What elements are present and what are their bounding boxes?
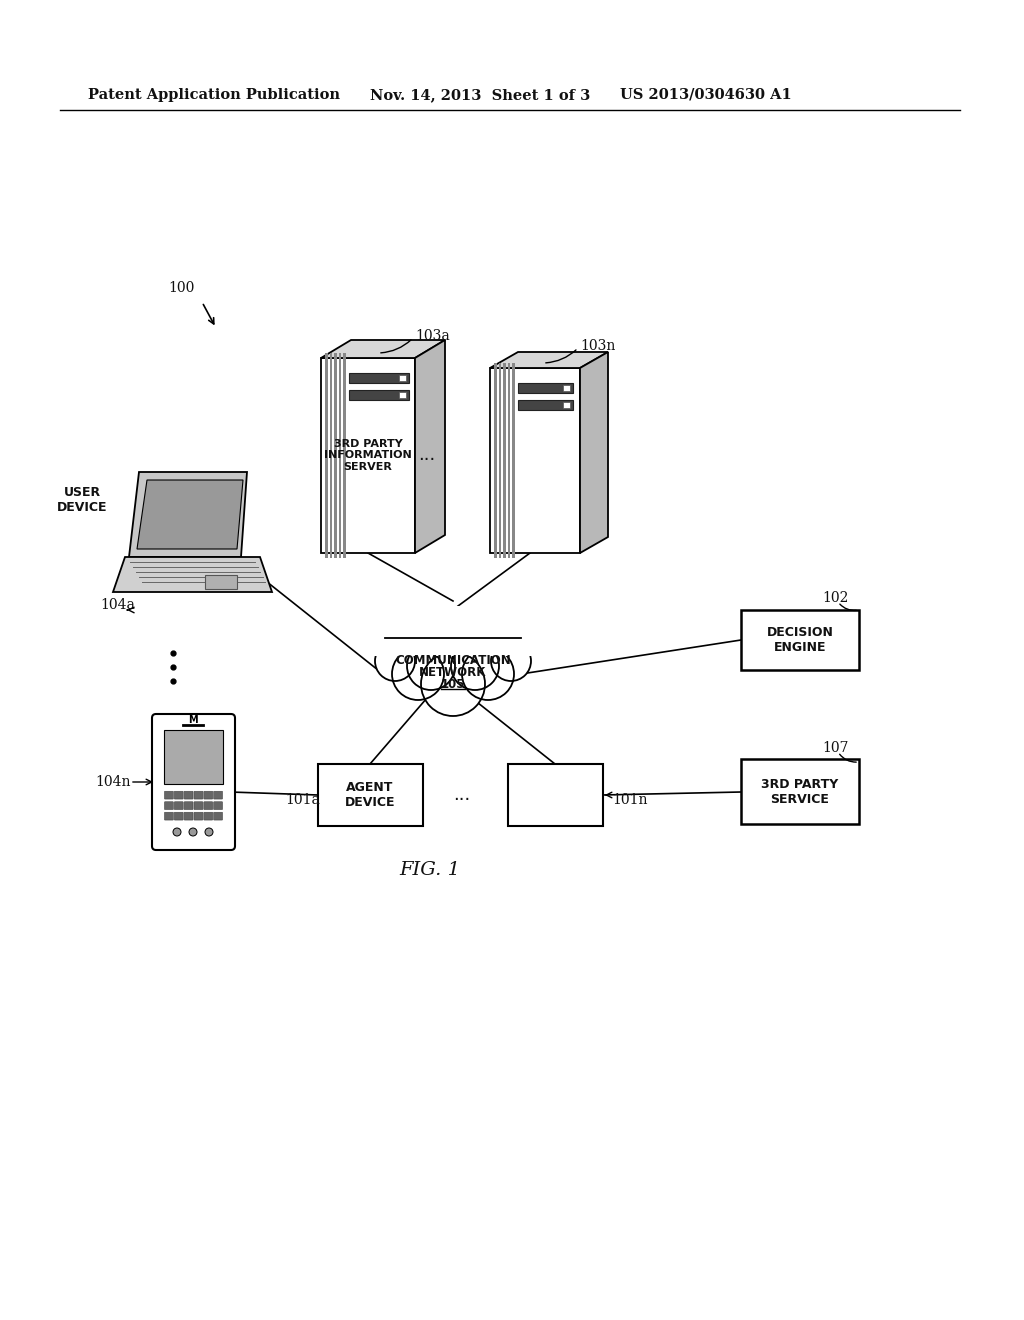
FancyBboxPatch shape: [349, 389, 409, 400]
FancyBboxPatch shape: [518, 383, 573, 393]
FancyBboxPatch shape: [165, 801, 173, 809]
Text: Patent Application Publication: Patent Application Publication: [88, 88, 340, 102]
Polygon shape: [321, 341, 445, 358]
FancyBboxPatch shape: [204, 791, 213, 799]
FancyBboxPatch shape: [563, 403, 570, 408]
FancyBboxPatch shape: [174, 801, 183, 809]
FancyBboxPatch shape: [165, 791, 173, 799]
FancyBboxPatch shape: [508, 764, 603, 826]
FancyBboxPatch shape: [563, 385, 570, 391]
Text: USER
DEVICE: USER DEVICE: [56, 486, 108, 513]
Circle shape: [189, 828, 197, 836]
Polygon shape: [137, 480, 243, 549]
FancyBboxPatch shape: [174, 791, 183, 799]
FancyBboxPatch shape: [204, 801, 213, 809]
Circle shape: [392, 648, 444, 700]
Circle shape: [451, 642, 499, 690]
Text: 103n: 103n: [580, 339, 615, 352]
FancyBboxPatch shape: [165, 812, 173, 820]
Text: AGENT
DEVICE: AGENT DEVICE: [345, 781, 395, 809]
FancyBboxPatch shape: [184, 812, 193, 820]
Polygon shape: [334, 352, 337, 558]
Polygon shape: [373, 606, 534, 656]
FancyBboxPatch shape: [399, 392, 406, 399]
FancyBboxPatch shape: [194, 801, 203, 809]
Text: 103a: 103a: [415, 329, 450, 343]
Polygon shape: [508, 363, 510, 558]
Circle shape: [173, 828, 181, 836]
Polygon shape: [330, 352, 332, 558]
FancyBboxPatch shape: [741, 610, 859, 671]
Polygon shape: [129, 473, 247, 557]
Text: 101n: 101n: [612, 793, 647, 807]
FancyBboxPatch shape: [214, 801, 222, 809]
Text: 104a: 104a: [100, 598, 135, 612]
Text: ...: ...: [419, 446, 435, 465]
FancyBboxPatch shape: [194, 791, 203, 799]
Text: 102: 102: [822, 591, 848, 605]
FancyBboxPatch shape: [184, 791, 193, 799]
Text: 107: 107: [822, 741, 849, 755]
Polygon shape: [343, 352, 345, 558]
Polygon shape: [339, 352, 341, 558]
Text: 3RD PARTY
INFORMATION
SERVER: 3RD PARTY INFORMATION SERVER: [325, 438, 412, 473]
Polygon shape: [499, 363, 501, 558]
Text: Nov. 14, 2013  Sheet 1 of 3: Nov. 14, 2013 Sheet 1 of 3: [370, 88, 590, 102]
Circle shape: [462, 648, 514, 700]
Text: COMMUNICATION: COMMUNICATION: [395, 655, 511, 668]
Circle shape: [375, 642, 415, 681]
Polygon shape: [494, 363, 497, 558]
FancyBboxPatch shape: [214, 812, 222, 820]
FancyBboxPatch shape: [194, 812, 203, 820]
Text: 104n: 104n: [95, 775, 130, 789]
FancyBboxPatch shape: [741, 759, 859, 824]
Text: 101a: 101a: [285, 793, 319, 807]
FancyBboxPatch shape: [349, 374, 409, 383]
Text: DECISION
ENGINE: DECISION ENGINE: [767, 626, 834, 653]
FancyBboxPatch shape: [205, 576, 237, 589]
FancyBboxPatch shape: [164, 730, 223, 784]
Text: ...: ...: [454, 785, 471, 804]
FancyBboxPatch shape: [518, 400, 573, 411]
Circle shape: [490, 642, 531, 681]
Polygon shape: [321, 358, 415, 553]
FancyBboxPatch shape: [318, 764, 423, 826]
Text: FIG. 1: FIG. 1: [399, 861, 461, 879]
Text: US 2013/0304630 A1: US 2013/0304630 A1: [620, 88, 792, 102]
Text: 3RD PARTY
SERVICE: 3RD PARTY SERVICE: [762, 777, 839, 807]
FancyBboxPatch shape: [174, 812, 183, 820]
Polygon shape: [580, 352, 608, 553]
FancyBboxPatch shape: [214, 791, 222, 799]
Circle shape: [421, 652, 485, 715]
Polygon shape: [415, 341, 445, 553]
Polygon shape: [503, 363, 506, 558]
FancyBboxPatch shape: [152, 714, 234, 850]
Text: 100: 100: [168, 281, 195, 294]
Polygon shape: [113, 557, 272, 591]
FancyBboxPatch shape: [184, 801, 193, 809]
Polygon shape: [325, 352, 328, 558]
Text: 105: 105: [440, 677, 465, 690]
FancyBboxPatch shape: [204, 812, 213, 820]
Polygon shape: [512, 363, 514, 558]
Polygon shape: [490, 352, 608, 368]
Circle shape: [407, 642, 455, 690]
FancyBboxPatch shape: [399, 375, 406, 381]
Circle shape: [205, 828, 213, 836]
Text: M: M: [188, 715, 198, 725]
Text: NETWORK: NETWORK: [419, 667, 486, 680]
Polygon shape: [490, 368, 580, 553]
